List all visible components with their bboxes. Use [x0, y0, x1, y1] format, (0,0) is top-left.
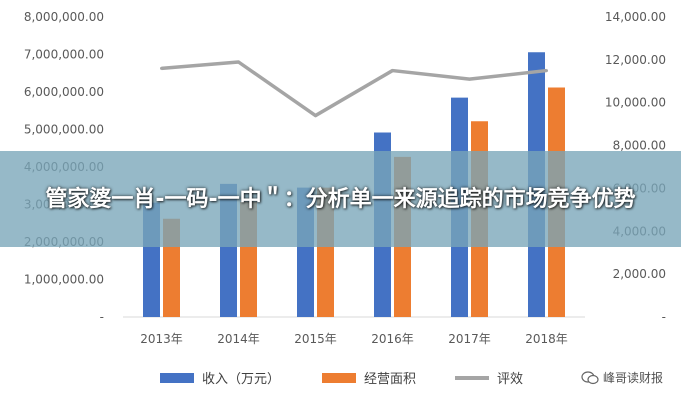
score-point: [314, 114, 317, 118]
x-axis: 2013年 2014年 2015年 2016年 2017年 2018年: [140, 332, 568, 346]
left-axis-tick: 5,000,000.00: [24, 123, 104, 137]
right-axis-tick: -: [662, 310, 666, 324]
legend-label: 收入（万元）: [202, 372, 280, 387]
title-banner: 管家婆一肖-一码-一中＂：分析单一来源追踪的市场竞争优势: [0, 151, 681, 247]
banner-title: 管家婆一肖-一码-一中＂：分析单一来源追踪的市场竞争优势: [45, 186, 636, 212]
left-axis-tick: -: [100, 310, 104, 324]
x-axis-tick: 2013年: [140, 332, 183, 346]
left-axis-tick: 1,000,000.00: [24, 273, 104, 287]
score-point: [468, 77, 471, 81]
right-axis-tick: 14,000.00: [605, 10, 666, 24]
score-line: [161, 60, 547, 118]
legend-swatch: [160, 373, 194, 383]
right-axis-tick: 12,000.00: [605, 53, 666, 67]
watermark: 峰哥读财报: [581, 369, 663, 386]
left-axis-tick: 7,000,000.00: [24, 48, 104, 62]
score-point: [545, 69, 548, 73]
left-axis-tick: 6,000,000.00: [24, 85, 104, 99]
legend-item: 经营面积: [322, 372, 416, 387]
legend-item: 评效: [455, 372, 523, 387]
score-point: [391, 69, 394, 73]
right-axis-tick: 2,000.00: [613, 267, 666, 281]
legend-item: 收入（万元）: [160, 372, 280, 387]
wechat-icon: [581, 370, 599, 384]
score-point: [237, 60, 240, 64]
x-axis-tick: 2015年: [294, 332, 337, 346]
x-axis-tick: 2018年: [525, 332, 568, 346]
legend-label: 经营面积: [364, 372, 416, 387]
legend-swatch: [322, 373, 356, 383]
legend: 收入（万元） 经营面积 评效: [160, 372, 523, 387]
x-axis-tick: 2014年: [217, 332, 260, 346]
line-series: [160, 60, 548, 118]
x-axis-tick: 2016年: [371, 332, 414, 346]
left-axis-tick: 8,000,000.00: [24, 10, 104, 24]
watermark-text: 峰哥读财报: [602, 371, 663, 385]
legend-label: 评效: [497, 372, 523, 387]
score-point: [160, 66, 163, 70]
x-axis-tick: 2017年: [448, 332, 491, 346]
right-axis-tick: 8,000.00: [613, 139, 666, 153]
right-axis-tick: 10,000.00: [605, 96, 666, 110]
